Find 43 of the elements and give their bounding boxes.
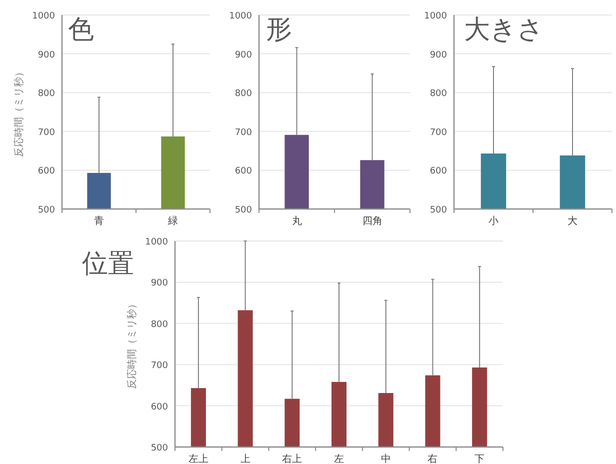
y-tick-label: 800 (38, 89, 56, 100)
x-tick-label: 四角 (362, 215, 382, 227)
y-tick-label: 600 (150, 402, 168, 412)
chart-title: 大きさ (464, 15, 544, 45)
chart-title: 形 (266, 15, 292, 45)
y-tick-label: 800 (234, 89, 252, 100)
x-tick-label: 左上 (188, 453, 208, 464)
x-tick-label: 大 (568, 215, 578, 227)
y-tick-label: 800 (150, 320, 168, 330)
chart-title: 位置 (82, 249, 134, 279)
y-tick-label: 700 (38, 128, 56, 138)
x-tick-label: 右上 (282, 453, 302, 464)
x-tick-label: 下 (474, 454, 485, 464)
y-tick-label: 1000 (32, 12, 56, 22)
x-tick-label: 青 (94, 215, 104, 227)
y-tick-label: 600 (38, 166, 56, 177)
y-tick-label: 700 (430, 128, 448, 138)
y-tick-label: 900 (38, 50, 56, 60)
y-tick-label: 500 (234, 206, 252, 216)
y-tick-label: 1000 (424, 12, 448, 22)
y-tick-label: 500 (150, 444, 168, 454)
y-axis-title: 反応時間（ミリ秒） (13, 67, 25, 157)
y-tick-label: 900 (150, 278, 168, 289)
y-tick-label: 600 (234, 166, 252, 177)
x-tick-label: 緑 (167, 216, 178, 227)
y-tick-label: 900 (234, 50, 252, 60)
y-tick-label: 700 (234, 128, 252, 138)
x-tick-label: 左 (334, 453, 344, 464)
y-tick-label: 700 (150, 361, 168, 372)
y-tick-label: 500 (38, 206, 56, 216)
x-tick-label: 小 (488, 215, 498, 227)
y-tick-label: 800 (430, 89, 448, 100)
x-tick-label: 丸 (292, 215, 302, 227)
x-tick-label: 中 (380, 453, 391, 464)
y-tick-label: 900 (430, 50, 448, 60)
chart-title: 色 (68, 15, 94, 45)
y-tick-label: 1000 (145, 238, 168, 248)
x-tick-label: 上 (240, 453, 250, 464)
x-tick-label: 右 (428, 454, 438, 464)
y-axis-title: 反応時間（ミリ秒） (126, 299, 138, 389)
y-tick-label: 600 (430, 166, 448, 177)
y-tick-label: 500 (430, 206, 448, 216)
y-tick-label: 1000 (229, 12, 252, 22)
